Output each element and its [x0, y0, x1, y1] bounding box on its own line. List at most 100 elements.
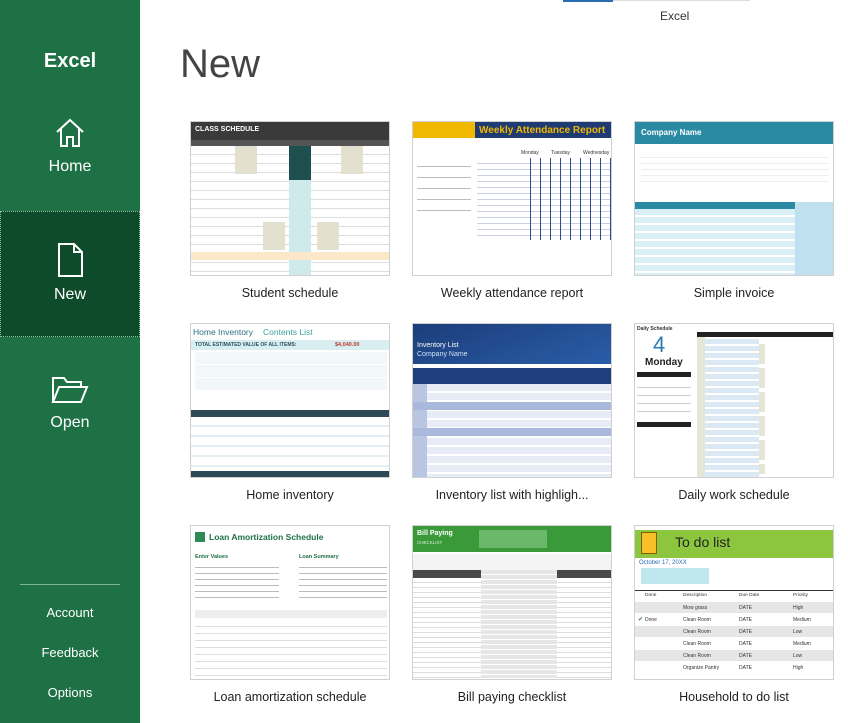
- template-thumbnail: Inventory List Company Name: [412, 323, 612, 478]
- template-caption: Home inventory: [246, 488, 334, 502]
- page-title: New: [180, 42, 261, 86]
- template-home-inventory[interactable]: Home Inventory Contents List TOTAL ESTIM…: [190, 323, 390, 502]
- template-caption: Inventory list with highligh...: [435, 488, 589, 502]
- todo-cell-desc: Mow grass: [683, 605, 708, 611]
- todo-row: ✔ Done Clean Room DATE Medium: [635, 614, 833, 625]
- todo-cell-pri: Medium: [793, 641, 811, 647]
- todo-table-header: Done Description Due Date Priority: [635, 592, 833, 600]
- thumb-title: Loan Amortization Schedule: [209, 532, 324, 542]
- backstage-sidebar: Excel Home New Open Account Feedback Opt…: [0, 0, 140, 723]
- home-icon: [56, 118, 84, 147]
- todo-cell-pri: High: [793, 605, 804, 611]
- todo-cell-pri: Low: [793, 629, 803, 635]
- thumb-subtitle: Company Name: [417, 351, 468, 358]
- thumb-title: Inventory List: [417, 342, 459, 349]
- thumb-day-3: Wednesday: [583, 150, 610, 156]
- title-accent-line: [563, 0, 613, 2]
- options-link[interactable]: Options: [47, 685, 93, 700]
- template-caption: Simple invoice: [693, 286, 775, 300]
- template-weekly-attendance[interactable]: Weekly Attendance Report Monday Tuesday …: [412, 121, 612, 300]
- todo-cell-pri: Low: [793, 653, 803, 659]
- template-caption: Loan amortization schedule: [213, 690, 367, 704]
- todo-cell-done: Done: [645, 617, 657, 623]
- thumb-subtitle: CHECKLIST: [417, 540, 443, 545]
- sidebar-divider: [20, 584, 120, 585]
- todo-cell-due: DATE: [739, 617, 752, 623]
- nav-open[interactable]: Open: [0, 360, 140, 486]
- thumb-total-label: TOTAL ESTIMATED VALUE OF ALL ITEMS:: [195, 342, 297, 348]
- template-caption: Student schedule: [241, 286, 339, 300]
- template-thumbnail: To do list October 17, 20XX Done Descrip…: [634, 525, 834, 680]
- thumb-title: Weekly Attendance Report: [479, 125, 606, 136]
- thumb-enter-values: Enter Values: [195, 554, 229, 560]
- todo-cell-due: DATE: [739, 629, 752, 635]
- window-title: Excel: [660, 9, 690, 23]
- thumb-day-number: 4: [653, 332, 666, 357]
- nav-open-label: Open: [50, 414, 90, 431]
- title-bar: Excel: [140, 0, 848, 30]
- thumb-total: $4,040.00: [335, 342, 360, 348]
- todo-cell-due: DATE: [739, 653, 752, 659]
- todo-cell-due: DATE: [739, 665, 752, 671]
- thumb-tab: Contents List: [263, 327, 313, 337]
- todo-cell-desc: Clean Room: [683, 617, 711, 623]
- todo-cell-due: DATE: [739, 641, 752, 647]
- account-link[interactable]: Account: [46, 605, 94, 620]
- thumb-title: CLASS SCHEDULE: [195, 126, 260, 133]
- todo-cell-desc: Organize Pantry: [683, 665, 720, 671]
- todo-cell-due: DATE: [739, 605, 752, 611]
- template-thumbnail: Daily Schedule 4 Monday: [634, 323, 834, 478]
- thumb-title: To do list: [675, 534, 731, 550]
- thumb-title: Home Inventory: [193, 327, 253, 337]
- template-thumbnail: Bill Paying CHECKLIST: [412, 525, 612, 680]
- todo-cell-desc: Clean Room: [683, 653, 711, 659]
- template-caption: Daily work schedule: [678, 488, 790, 502]
- todo-row: Organize Pantry DATE High: [635, 662, 833, 673]
- todo-cell-desc: Clean Room: [683, 641, 711, 647]
- todo-header-due: Due Date: [739, 593, 760, 598]
- template-thumbnail: CLASS SCHEDULE: [190, 121, 390, 276]
- thumb-day-1: Monday: [521, 150, 539, 156]
- thumb-day-2: Tuesday: [551, 150, 570, 156]
- todo-cell-pri: High: [793, 665, 804, 671]
- todo-cell-desc: Clean Room: [683, 629, 711, 635]
- nav-home-label: Home: [48, 158, 92, 175]
- title-divider: [613, 0, 750, 1]
- template-thumbnail: Weekly Attendance Report Monday Tuesday …: [412, 121, 612, 276]
- todo-row: Mow grass DATE High: [635, 602, 833, 613]
- open-folder-icon: [51, 377, 89, 403]
- template-student-schedule[interactable]: CLASS SCHEDULE Student schedule: [190, 121, 390, 300]
- template-daily-work-schedule[interactable]: Daily Schedule 4 Monday Daily work sched…: [634, 323, 834, 502]
- todo-cell-pri: Medium: [793, 617, 811, 623]
- template-household-todo[interactable]: To do list October 17, 20XX Done Descrip…: [634, 525, 834, 704]
- thumb-loan-summary: Loan Summary: [299, 554, 339, 560]
- checkmark-icon: ✔: [638, 617, 644, 623]
- thumb-date: October 17, 20XX: [639, 560, 687, 566]
- template-caption: Weekly attendance report: [440, 286, 584, 300]
- template-bill-paying[interactable]: Bill Paying CHECKLIST Bill paying checkl…: [412, 525, 612, 704]
- todo-header-done: Done: [645, 593, 657, 598]
- new-document-icon: [58, 243, 83, 277]
- thumb-title: Company Name: [641, 128, 702, 137]
- template-simple-invoice[interactable]: Company Name Simple invoice: [634, 121, 834, 300]
- thumb-title: Daily Schedule: [637, 326, 673, 332]
- feedback-link[interactable]: Feedback: [41, 645, 99, 660]
- template-thumbnail: Company Name: [634, 121, 834, 276]
- thumb-title: Bill Paying: [417, 530, 453, 537]
- template-caption: Bill paying checklist: [457, 690, 567, 704]
- app-brand: Excel: [43, 50, 97, 72]
- todo-header-description: Description: [683, 593, 707, 598]
- todo-row: Clean Room DATE Medium: [635, 638, 833, 649]
- template-loan-amortization[interactable]: Loan Amortization Schedule Enter Values …: [190, 525, 390, 704]
- nav-home[interactable]: Home: [0, 102, 140, 228]
- todo-row: Clean Room DATE Low: [635, 650, 833, 661]
- template-inventory-list[interactable]: Inventory List Company Name Inventory li…: [412, 323, 612, 502]
- nav-new-label: New: [53, 286, 86, 303]
- template-thumbnail: Home Inventory Contents List TOTAL ESTIM…: [190, 323, 390, 478]
- todo-header-priority: Priority: [793, 593, 808, 598]
- thumb-day-name: Monday: [645, 357, 683, 368]
- template-thumbnail: Loan Amortization Schedule Enter Values …: [190, 525, 390, 680]
- todo-row: Clean Room DATE Low: [635, 626, 833, 637]
- nav-new[interactable]: New: [0, 211, 140, 337]
- template-caption: Household to do list: [679, 690, 789, 704]
